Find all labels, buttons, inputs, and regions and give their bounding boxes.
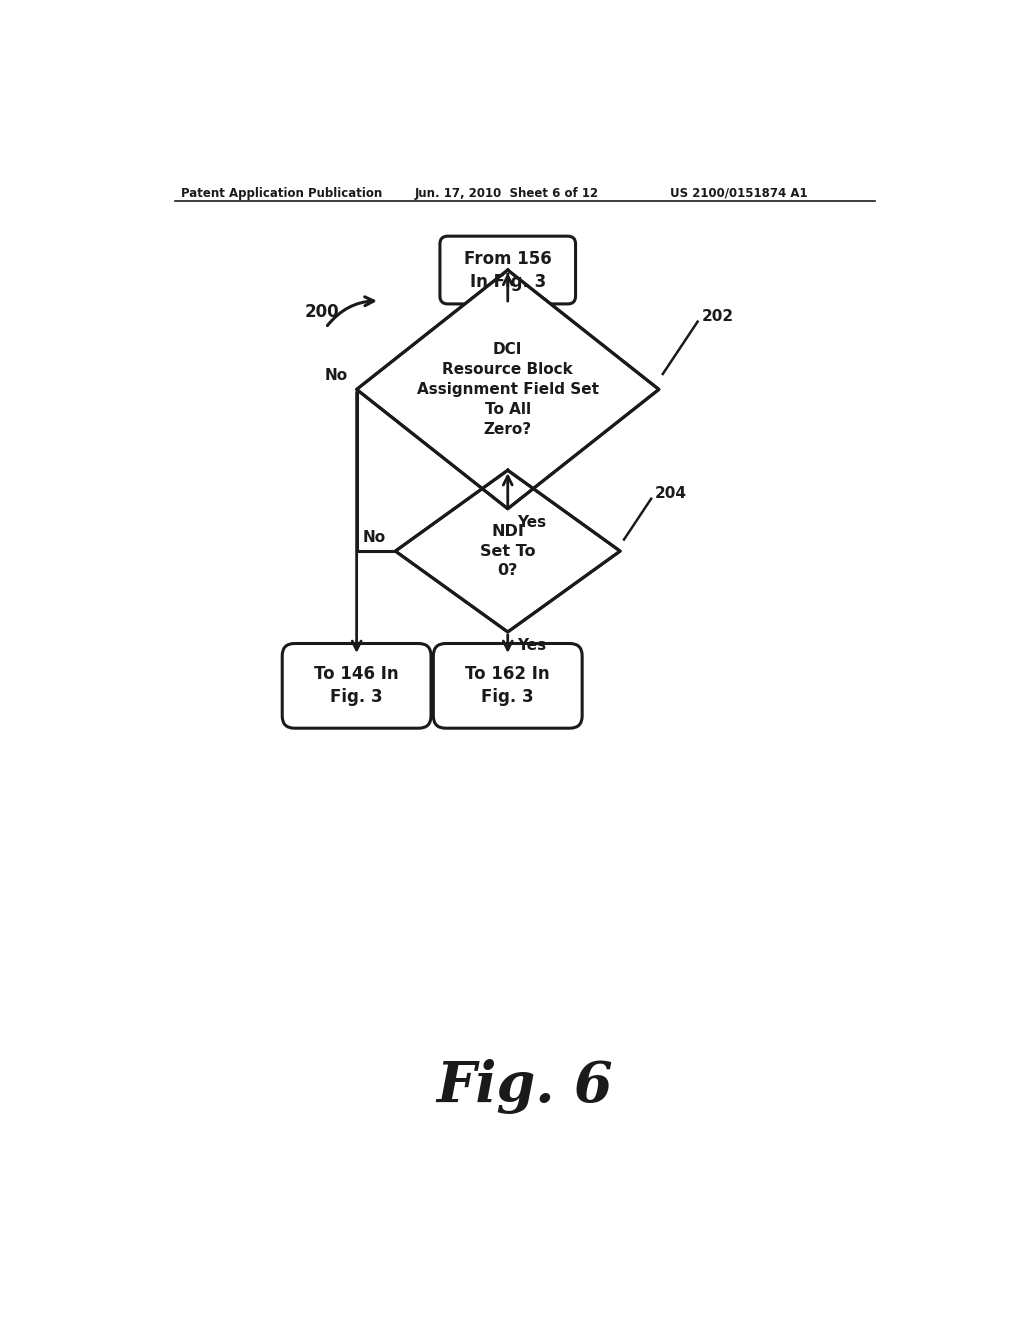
FancyBboxPatch shape: [283, 644, 431, 729]
Text: Patent Application Publication: Patent Application Publication: [180, 187, 382, 199]
Text: From 156
In Fig. 3: From 156 In Fig. 3: [464, 249, 552, 290]
Text: No: No: [325, 368, 347, 383]
Text: No: No: [362, 529, 386, 545]
FancyBboxPatch shape: [433, 644, 583, 729]
Text: DCI
Resource Block
Assignment Field Set
To All
Zero?: DCI Resource Block Assignment Field Set …: [417, 342, 599, 437]
Text: 202: 202: [701, 309, 733, 323]
Polygon shape: [356, 271, 658, 508]
Text: NDI
Set To
0?: NDI Set To 0?: [480, 524, 536, 578]
Text: To 162 In
Fig. 3: To 162 In Fig. 3: [466, 665, 550, 706]
Text: To 146 In
Fig. 3: To 146 In Fig. 3: [314, 665, 399, 706]
Text: US 2100/0151874 A1: US 2100/0151874 A1: [671, 187, 808, 199]
Text: Jun. 17, 2010  Sheet 6 of 12: Jun. 17, 2010 Sheet 6 of 12: [415, 187, 599, 199]
Text: Fig. 6: Fig. 6: [436, 1059, 613, 1114]
Text: Yes: Yes: [517, 515, 546, 529]
Polygon shape: [395, 470, 621, 632]
Text: 200: 200: [305, 304, 339, 321]
Text: 204: 204: [655, 486, 687, 500]
FancyBboxPatch shape: [440, 236, 575, 304]
Text: Yes: Yes: [517, 638, 546, 653]
